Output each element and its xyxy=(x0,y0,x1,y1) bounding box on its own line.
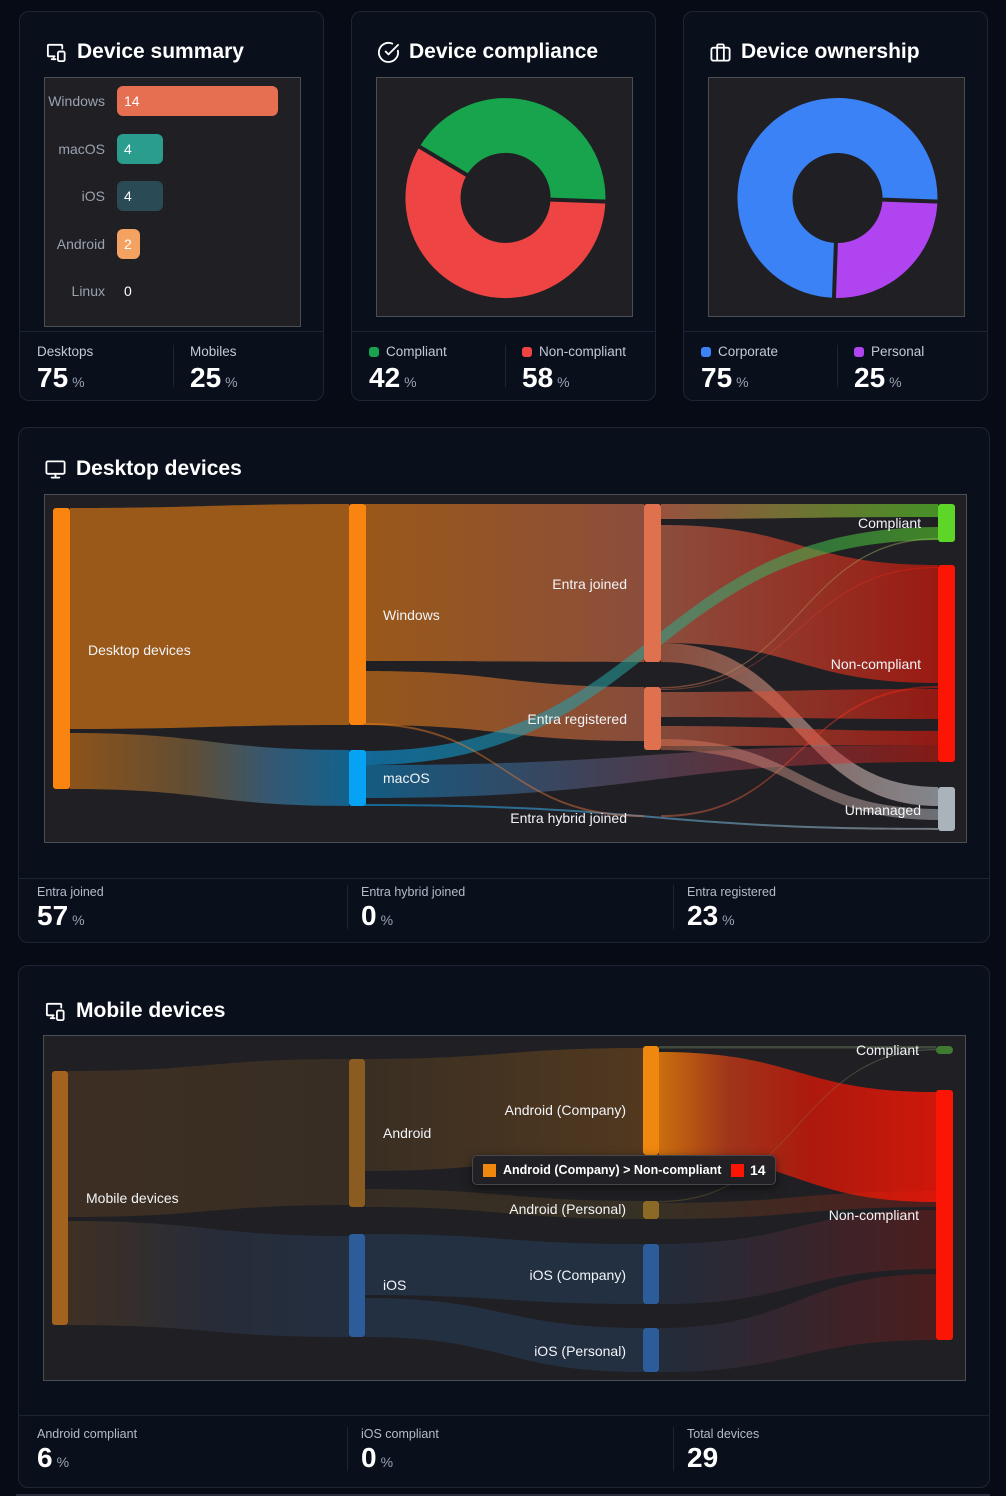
svg-text:Android (Personal): Android (Personal) xyxy=(509,1201,626,1217)
svg-text:iOS: iOS xyxy=(383,1277,406,1293)
svg-text:Non-compliant: Non-compliant xyxy=(829,1207,919,1223)
svg-text:Non-compliant: Non-compliant xyxy=(831,656,921,672)
svg-text:Compliant: Compliant xyxy=(858,515,921,531)
svg-text:Android: Android xyxy=(383,1125,431,1141)
svg-text:macOS: macOS xyxy=(383,770,430,786)
svg-text:iOS (Personal): iOS (Personal) xyxy=(534,1343,626,1359)
svg-text:Windows: Windows xyxy=(383,607,440,623)
svg-text:iOS (Company): iOS (Company) xyxy=(530,1267,626,1283)
svg-text:Compliant: Compliant xyxy=(856,1042,919,1058)
svg-text:Entra joined: Entra joined xyxy=(552,576,627,592)
svg-text:Desktop devices: Desktop devices xyxy=(88,642,191,658)
svg-text:Mobile devices: Mobile devices xyxy=(86,1190,179,1206)
svg-text:Android (Company): Android (Company) xyxy=(505,1102,626,1118)
svg-text:Unmanaged: Unmanaged xyxy=(845,802,921,818)
svg-text:Entra registered: Entra registered xyxy=(527,711,627,727)
svg-text:Entra hybrid joined: Entra hybrid joined xyxy=(510,810,627,826)
